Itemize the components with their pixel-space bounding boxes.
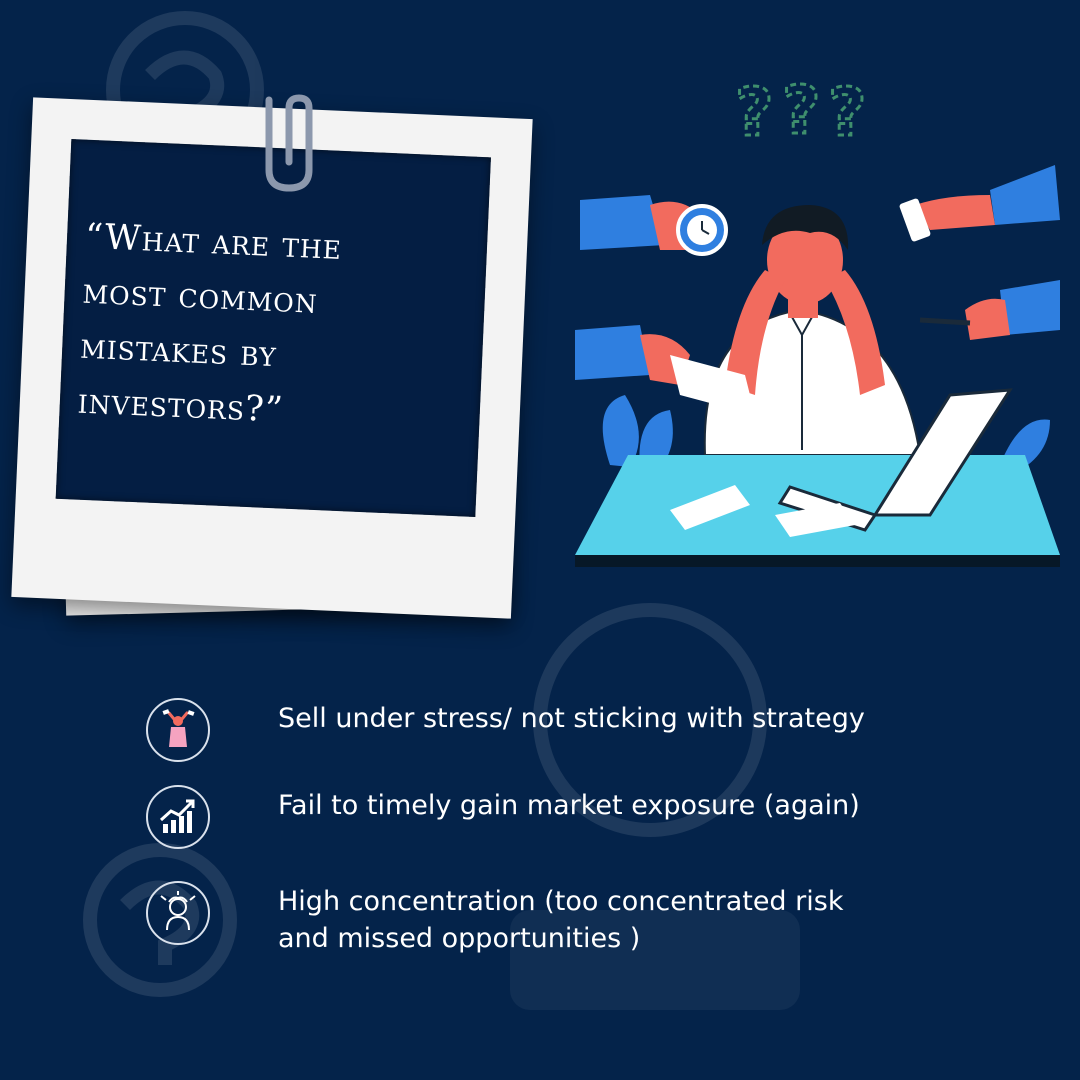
hand-with-pen-icon <box>919 280 1060 340</box>
faint-circle <box>533 603 767 837</box>
list-icon-circle <box>146 881 210 945</box>
list-item-text: Sell under stress/ not sticking with str… <box>278 703 865 734</box>
frustrated-person-icon <box>160 891 196 931</box>
svg-text:?: ? <box>782 72 820 149</box>
svg-text:?: ? <box>828 74 866 151</box>
list-icon-circle <box>146 785 210 849</box>
faint-shape <box>510 910 800 1010</box>
faint-circle <box>83 843 237 997</box>
hand-with-clock-icon <box>580 195 728 256</box>
paper-icon <box>670 485 855 537</box>
list-item-text: Fail to timely gain market exposure (aga… <box>278 790 860 821</box>
svg-text:?: ? <box>735 74 773 151</box>
desk-edge <box>575 555 1060 567</box>
list-item: High concentration (too concentrated ris… <box>146 881 888 957</box>
stressed-person-icon <box>162 709 195 747</box>
paper-clip-icon <box>265 94 313 192</box>
hand-with-paper-icon <box>575 325 755 415</box>
list-item-text: High concentration (too concentrated ris… <box>278 886 844 954</box>
quote-line: “What are the <box>84 216 343 268</box>
list-icon-circle <box>146 698 210 762</box>
stressed-investor-illustration: ? ? ? <box>575 71 1060 567</box>
growth-chart-icon <box>159 799 195 833</box>
quote-line: mistakes by <box>79 326 278 376</box>
question-marks-icon: ? ? ? <box>734 71 868 153</box>
list-item: Fail to timely gain market exposure (aga… <box>146 785 888 849</box>
hand-with-phone-icon <box>899 165 1060 242</box>
quote-heading: “What are the most common mistakes by in… <box>77 210 506 448</box>
quote-line: most common <box>81 271 319 322</box>
list-item: Sell under stress/ not sticking with str… <box>146 698 888 762</box>
quote-line: investors?” <box>77 381 285 431</box>
person-icon <box>703 205 922 456</box>
